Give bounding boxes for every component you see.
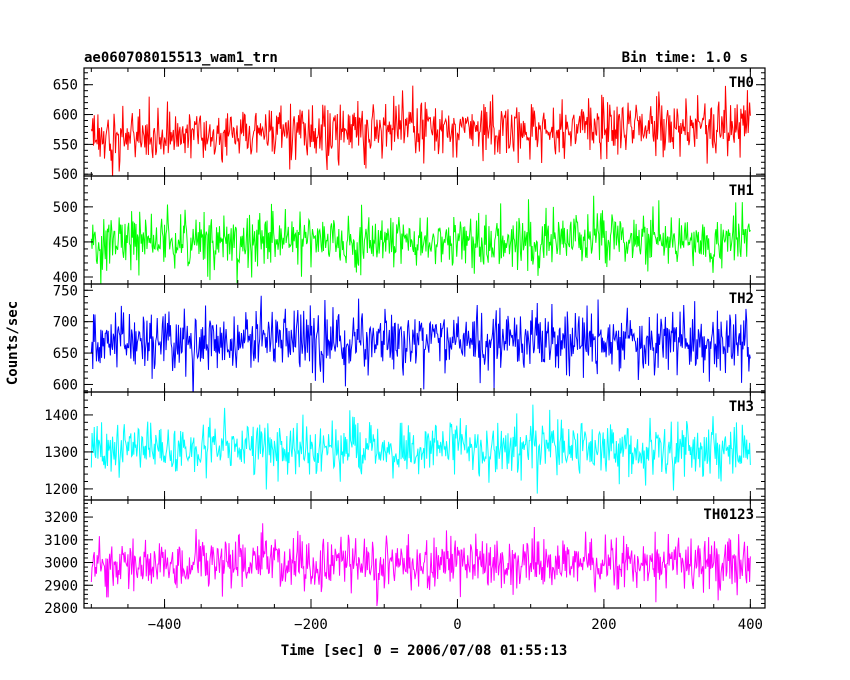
x-tick-label: 0	[453, 617, 461, 633]
y-tick-label: 1300	[44, 445, 78, 461]
y-tick-label: 750	[53, 283, 78, 299]
y-tick-label: 500	[53, 167, 78, 183]
bin-time-label: Bin time: 1.0 s	[622, 50, 748, 66]
y-tick-label: 2900	[44, 578, 78, 594]
panel-th2: 600 650 700 750 TH2	[53, 283, 766, 393]
panel-label-th2: TH2	[729, 291, 754, 307]
y-tick-label: 450	[53, 235, 78, 251]
panels: 500 550 600 650 TH0 400 450 500 TH1 600 650 700 750 T…	[44, 67, 766, 617]
panel-th1: 400 450 500 TH1	[53, 175, 766, 286]
y-tick-label: 550	[53, 137, 78, 153]
panel-label-th0: TH0	[729, 75, 754, 91]
y-tick-label: 600	[53, 108, 78, 124]
y-tick-label: 3100	[44, 533, 78, 549]
x-tick-label: 400	[738, 617, 763, 633]
series-line-th2	[90, 295, 751, 392]
panel-th0123: 2800 2900 3000 3100 3200 TH0123	[44, 499, 766, 617]
x-tick-label: −200	[294, 617, 328, 633]
y-tick-label: 2800	[44, 601, 78, 617]
x-tick-label: −400	[148, 617, 182, 633]
panel-frame	[83, 499, 766, 609]
y-tick-label: 650	[53, 78, 78, 94]
y-tick-label: 500	[53, 200, 78, 216]
panel-label-th0123: TH0123	[703, 507, 754, 523]
panel-th0: 500 550 600 650 TH0	[53, 67, 766, 183]
y-tick-label: 700	[53, 315, 78, 331]
x-tick-label: 200	[591, 617, 616, 633]
y-axis-label: Counts/sec	[5, 301, 21, 385]
panel-label-th1: TH1	[729, 183, 754, 199]
y-tick-label: 3200	[44, 510, 78, 526]
y-tick-label: 3000	[44, 556, 78, 572]
series-line-th3	[90, 404, 751, 494]
series-line-th0	[90, 85, 751, 176]
x-axis-label: Time [sec] 0 = 2006/07/08 01:55:13	[281, 643, 568, 659]
x-axis: −400 −200 0 200 400	[148, 617, 763, 633]
plot-title: ae060708015513_wam1_trn	[84, 50, 278, 66]
y-tick-label: 400	[53, 270, 78, 286]
y-tick-label: 1400	[44, 408, 78, 424]
panel-th3: 1200 1300 1400 TH3	[44, 391, 766, 501]
series-line-th0123	[90, 523, 751, 607]
y-tick-label: 600	[53, 377, 78, 393]
series-line-th1	[90, 195, 751, 284]
y-tick-label: 1200	[44, 482, 78, 498]
panel-label-th3: TH3	[729, 399, 754, 415]
y-tick-label: 650	[53, 346, 78, 362]
